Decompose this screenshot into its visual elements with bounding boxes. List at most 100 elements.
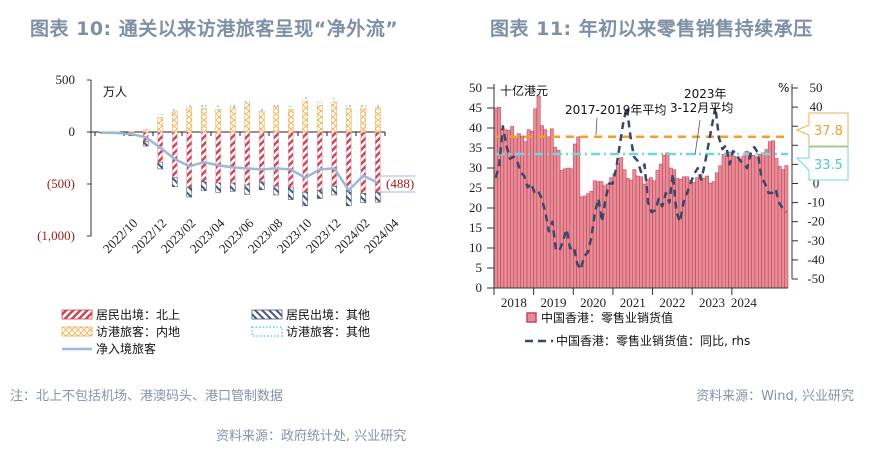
bar-retail — [530, 130, 534, 289]
left-y-tick-label: 40 — [469, 120, 482, 135]
bar-other-out — [157, 161, 164, 170]
left-chart-title: 图表 10: 通关以来访港旅客呈现“净外流” — [30, 18, 399, 40]
bar-visitor-other — [375, 103, 381, 108]
left-y-tick-label: 5 — [476, 260, 483, 275]
bar-retail — [520, 135, 524, 289]
bar-other-out — [287, 186, 294, 200]
bar-retail — [553, 146, 558, 289]
right-y-tick-label: -30 — [807, 233, 824, 248]
bar-retail — [698, 174, 703, 289]
bar-retail — [652, 180, 657, 289]
bar-retail — [612, 173, 617, 289]
right-y-tick-label: 50 — [810, 80, 823, 95]
bar-retail — [592, 180, 597, 289]
bar-retail — [533, 108, 538, 289]
bar-visitor-other — [157, 114, 163, 118]
bar-retail — [675, 178, 680, 289]
svg-text:33.5: 33.5 — [814, 158, 843, 173]
bar-retail — [602, 185, 607, 289]
bar-other-out — [215, 182, 222, 193]
bar-retail — [682, 176, 686, 289]
y-tick-label: 0 — [69, 124, 76, 139]
callout-37-8: 37.8 — [795, 112, 849, 147]
bar-retail — [771, 140, 776, 289]
bar-retail — [754, 156, 759, 289]
right-chart-title: 图表 11: 年初以来零售销售持续承压 — [490, 18, 813, 40]
right-y-tick-label: -40 — [807, 252, 824, 267]
bar-retail — [767, 141, 772, 289]
bar-other-out — [360, 193, 367, 204]
bar-retail — [579, 196, 584, 289]
bar-other-out — [273, 185, 280, 196]
legend-label-net: 净入境旅客 — [96, 341, 156, 356]
legend-label-visitor-other: 访港旅客：其他 — [286, 324, 370, 339]
yoy-line — [494, 105, 788, 271]
annot-avg-1719: 2017-2019年平均 — [565, 103, 666, 117]
bar-retail — [691, 182, 696, 289]
bar-retail — [662, 154, 667, 289]
svg-text:37.8: 37.8 — [814, 124, 843, 139]
bar-retail — [629, 179, 633, 289]
x-tick-label: 2024 — [731, 295, 758, 310]
unit-label: 万人 — [103, 85, 127, 99]
bar-retail — [751, 154, 756, 289]
bar-retail — [635, 175, 640, 289]
bar-retail — [649, 177, 653, 289]
bar-other-out — [374, 192, 381, 203]
bar-visitor-other — [346, 104, 352, 109]
x-tick-label: 2022 — [659, 295, 685, 310]
bar-other-out — [244, 184, 251, 195]
bar-retail — [668, 167, 673, 289]
legend-swatch-visitor-other — [251, 326, 283, 337]
bar-visitor-other — [215, 105, 221, 110]
bar-retail — [672, 169, 676, 289]
legend-swatch-retail — [526, 312, 537, 323]
annot-3-12: 3-12月平均 — [670, 101, 733, 115]
bar-retail — [513, 136, 518, 289]
bar-retail — [497, 106, 501, 289]
legend-swatch-mainland — [61, 326, 93, 337]
bar-other-out — [186, 186, 193, 198]
bar-retail — [606, 183, 610, 289]
y-tick-label: (500) — [47, 176, 75, 191]
bar-retail — [748, 152, 752, 289]
bar-visitor-other — [302, 97, 308, 101]
bar-retail — [678, 178, 683, 289]
x-tick-label: 2020 — [580, 295, 606, 310]
bar-retail — [731, 155, 736, 289]
x-tick-label: 2023 — [699, 295, 725, 310]
bar-retail — [516, 133, 521, 289]
source-right: 资料来源：Wind, 兴业研究 — [696, 389, 854, 404]
bar-retail — [695, 177, 700, 289]
left-y-tick-label: 15 — [469, 220, 482, 235]
bar-retail — [761, 152, 766, 289]
legend-label-mainland: 访港旅客：内地 — [96, 324, 180, 339]
legend-label-yoy: 中国香港：零售业销货值：同比, rhs — [556, 333, 750, 348]
bar-other-out — [316, 189, 323, 199]
bar-visitor-other — [259, 108, 265, 112]
bar-retail — [645, 178, 650, 289]
bar-retail — [596, 181, 600, 289]
bar-retail — [655, 170, 660, 289]
bar-retail — [738, 158, 743, 289]
bar-retail — [642, 183, 647, 289]
bar-retail — [619, 157, 624, 289]
y-tick-label: (1,000) — [37, 228, 75, 243]
bar-other-out — [142, 141, 149, 147]
bar-visitor-other — [331, 98, 337, 102]
bar-retail — [523, 141, 528, 289]
bar-other-out — [258, 181, 265, 191]
bar-visitor-other — [172, 108, 178, 112]
left-y-tick-label: 25 — [469, 180, 482, 195]
bar-retail — [665, 152, 670, 289]
bar-retail — [510, 126, 515, 289]
right-y-tick-label: 40 — [810, 99, 823, 114]
y-tick-label: 500 — [56, 72, 76, 87]
bar-visitor-other — [360, 104, 366, 109]
annot-2023: 2023年 — [684, 87, 727, 101]
legend-swatch-other-out — [251, 309, 283, 320]
bar-retail — [744, 150, 749, 289]
left-y-tick-label: 20 — [469, 200, 482, 215]
bar-retail — [711, 181, 716, 289]
